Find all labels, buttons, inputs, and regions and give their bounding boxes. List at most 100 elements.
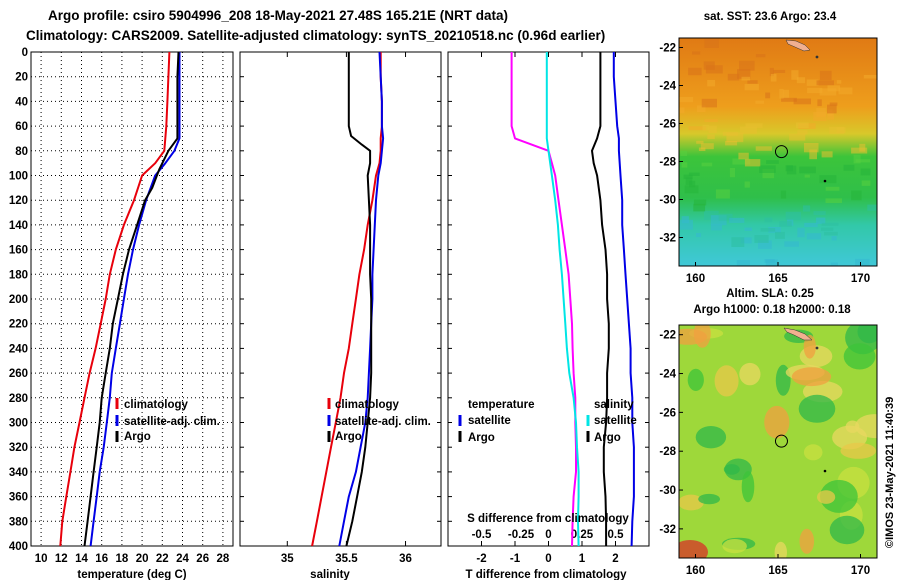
latitude-tick-label: -26: [659, 119, 676, 131]
sst-texture-patch: [825, 198, 842, 203]
sla-texture-patch: [764, 405, 790, 439]
sla-lon-labels: 160 165 170: [686, 554, 870, 577]
temperature-series: [59, 51, 181, 547]
sst-texture-patch: [702, 124, 709, 131]
sst-texture-patch: [729, 168, 735, 178]
sst-texture-patch: [727, 73, 740, 81]
sst-texture-patch: [831, 236, 837, 241]
t-difference-tick-label: 1: [579, 553, 586, 565]
sla-texture-patch: [855, 414, 877, 439]
sla-texture-patch: [698, 493, 720, 505]
temperature-axis-title: temperature (deg C): [77, 569, 186, 580]
salinity-tick-label: 36: [399, 553, 412, 565]
sst-texture-patch: [700, 143, 714, 150]
t-difference-tick-label: -1: [510, 553, 521, 565]
argo-position-marker: [774, 145, 788, 159]
sla-texture-patch: [679, 540, 708, 558]
sla-texture-patch: [774, 541, 787, 558]
depth-axis-labels: 0 20 40 60 80 100 120 140 160 180 200 220 240 260 280 3…: [9, 47, 28, 553]
depth-tick-label: 40: [15, 96, 28, 108]
temperature-tick-label: 20: [136, 553, 149, 565]
sst-texture-patch: [773, 69, 786, 73]
sst-texture-patch: [680, 219, 693, 230]
sst-lon-labels: 160 165 170: [686, 262, 870, 285]
sst-texture-patch: [863, 75, 877, 79]
sst-texture-patch: [688, 126, 707, 131]
depth-tick-label: 380: [9, 516, 28, 528]
sla-texture-patch: [714, 365, 739, 397]
depth-tick-label: 20: [15, 72, 28, 84]
sst-texture-patch: [726, 132, 744, 143]
legend-argo-label: Argo: [335, 431, 362, 443]
depth-tick-label: 220: [9, 319, 28, 331]
sst-texture-patch: [679, 97, 694, 103]
sla-texture-patch: [829, 515, 865, 545]
legend-s-argo-label: Argo: [594, 432, 621, 444]
latitude-tick-label: -30: [659, 485, 676, 497]
sst-texture-patch: [796, 77, 806, 84]
sla-texture-patch: [739, 362, 761, 386]
depth-tick-label: 320: [9, 442, 28, 454]
sst-texture-patch: [740, 126, 757, 134]
depth-tick-label: 140: [9, 220, 28, 232]
sst-texture-patch: [683, 174, 693, 180]
sla-texture-patch: [820, 479, 858, 513]
sla-texture-patch: [857, 325, 877, 344]
sst-texture-patch: [745, 123, 763, 128]
sst-texture-patch: [821, 227, 834, 231]
temperature-tick-label: 18: [116, 553, 129, 565]
sst-texture-patch: [692, 51, 701, 55]
latitude-tick-label: -24: [659, 81, 676, 93]
legend-s-satellite-label: satellite: [594, 415, 637, 427]
sst-texture-patch: [764, 217, 773, 223]
depth-tick-label: 180: [9, 269, 28, 281]
island-marker: [823, 179, 827, 183]
s-difference-tick-label: 0.5: [608, 529, 625, 541]
sla-texture: [679, 325, 877, 558]
sst-texture-patch: [855, 159, 871, 163]
depth-tick-label: 200: [9, 294, 28, 306]
s-difference-axis-title: S difference from climatology: [467, 513, 629, 525]
sst-texture-patch: [816, 80, 834, 86]
sst-texture-patch: [732, 158, 751, 165]
salinity-axis-labels: 35 35.5 36: [281, 553, 412, 565]
difference-legend: temperature satellite Argo salinity sate…: [458, 399, 637, 444]
sst-texture-patch: [860, 168, 871, 176]
legend-salinity-title: salinity: [594, 399, 634, 411]
sst-texture-patch: [829, 102, 838, 106]
sst-texture-patch: [775, 231, 785, 239]
legend-temperature-title: temperature: [468, 399, 534, 411]
depth-tick-label: 300: [9, 418, 28, 430]
latitude-tick-label: -30: [659, 195, 676, 207]
sst-texture-patch: [819, 88, 837, 96]
sst-texture-patch: [836, 80, 842, 84]
depth-tick-label: 360: [9, 492, 28, 504]
s-difference-tick-label: -0.25: [508, 529, 535, 541]
series-salinity-argo-line: [591, 52, 610, 546]
series-argo-line: [83, 51, 180, 547]
sst-texture-patch: [729, 217, 745, 223]
t-difference-tick-label: -2: [476, 553, 486, 565]
latitude-tick-label: -22: [659, 43, 676, 55]
sst-texture-patch: [755, 100, 764, 104]
legend-t-argo-label: Argo: [468, 432, 495, 444]
sst-texture-patch: [770, 74, 777, 82]
sst-texture-patch: [758, 240, 772, 249]
s-difference-tick-label: 0.25: [571, 529, 594, 541]
sst-texture-patch: [799, 166, 816, 174]
sla-texture-patch: [693, 325, 711, 348]
salinity-tick-marks: [240, 51, 441, 547]
sst-texture-patch: [707, 134, 715, 140]
temperature-tick-label: 24: [176, 553, 189, 565]
sst-texture-patch: [838, 87, 853, 95]
depth-tick-label: 400: [9, 541, 28, 553]
sst-texture-patch: [853, 154, 861, 164]
depth-tick-label: 260: [9, 368, 28, 380]
sla-texture-patch: [799, 528, 815, 554]
sst-texture-patch: [688, 67, 702, 76]
sst-texture-patch: [819, 70, 832, 81]
legend-argo-label: Argo: [124, 431, 151, 443]
longitude-tick-label: 165: [768, 565, 788, 577]
sst-texture-patch: [816, 217, 826, 224]
